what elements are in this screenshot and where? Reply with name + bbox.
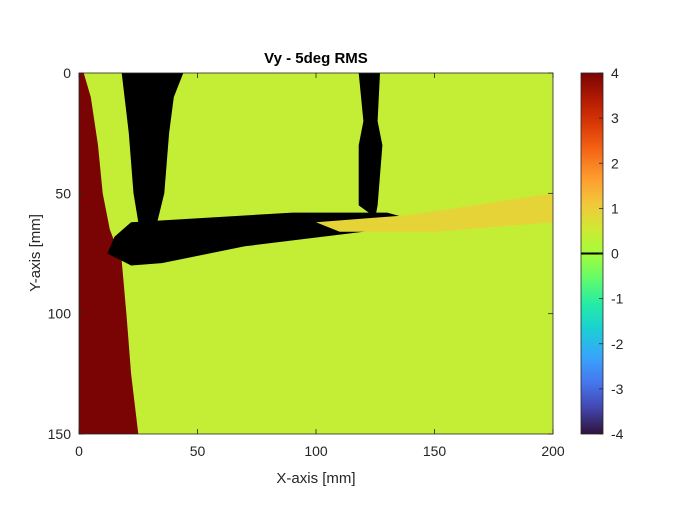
colorbar-tick-label: 0 [611, 246, 619, 262]
colorbar-ticks: 4 3 2 1 0 -1 -2 -3 -4 [599, 65, 624, 442]
colorbar-tick-label: -1 [611, 291, 624, 307]
x-tick-label: 100 [304, 443, 328, 459]
region-wake-elevated [316, 193, 553, 232]
region-masked-vane-right [358, 73, 383, 218]
colorbar-tick-label: 3 [611, 110, 619, 126]
y-tick-label: 150 [48, 426, 72, 442]
y-axis-label: Y-axis [mm] [27, 214, 44, 292]
colorbar: 4 3 2 1 0 -1 -2 -3 -4 [580, 65, 624, 442]
colorbar-tick-label: -2 [611, 336, 624, 352]
x-tick-label: 200 [541, 443, 565, 459]
x-tick-label: 150 [423, 443, 447, 459]
x-axis-label: X-axis [mm] [276, 470, 355, 487]
y-tick-label: 50 [55, 185, 71, 201]
heatmap-regions [79, 73, 553, 434]
chart-title: Vy - 5deg RMS [264, 50, 368, 67]
y-axis-ticks: 0 50 100 150 [48, 65, 553, 442]
heatmap-plot: 0 50 100 150 200 0 50 100 150 [48, 65, 565, 459]
colorbar-tick-label: 1 [611, 200, 619, 216]
y-tick-label: 0 [63, 65, 71, 81]
colorbar-tick-label: 4 [611, 65, 619, 81]
x-axis-ticks: 0 50 100 150 200 [75, 73, 565, 459]
colorbar-tick-label: -4 [611, 426, 624, 442]
y-tick-label: 100 [48, 306, 72, 322]
colorbar-tick-label: 2 [611, 155, 619, 171]
region-masked-vane-left [121, 73, 184, 223]
colorbar-tick-label: -3 [611, 381, 624, 397]
x-tick-label: 50 [190, 443, 206, 459]
x-tick-label: 0 [75, 443, 83, 459]
